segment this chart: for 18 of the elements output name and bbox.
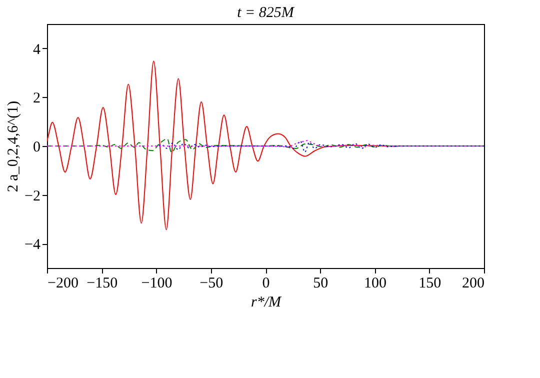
chart-title: t = 825M — [237, 5, 296, 21]
x-tick-label: 50 — [313, 276, 328, 292]
x-tick-label: 100 — [364, 276, 386, 292]
y-tick-label: 4 — [33, 42, 41, 58]
line-series — [47, 140, 484, 148]
x-tick-label: 200 — [462, 276, 484, 292]
x-tick-label: 150 — [418, 276, 442, 292]
x-tick-label: 0 — [262, 276, 270, 292]
y-axis-title: 2 a_0,2,4,6^(1) — [6, 100, 22, 192]
y-tick-label: 0 — [33, 140, 40, 156]
x-tick-label: −100 — [141, 276, 172, 292]
x-tick-label: −50 — [200, 276, 224, 292]
x-tick-label: −150 — [86, 276, 118, 292]
y-tick-label: −2 — [24, 188, 40, 204]
x-tick-label: −200 — [48, 276, 78, 292]
y-tick-label: 2 — [33, 90, 40, 107]
x-axis-title: r*/M — [251, 294, 283, 310]
y-tick-label: −4 — [24, 237, 41, 254]
